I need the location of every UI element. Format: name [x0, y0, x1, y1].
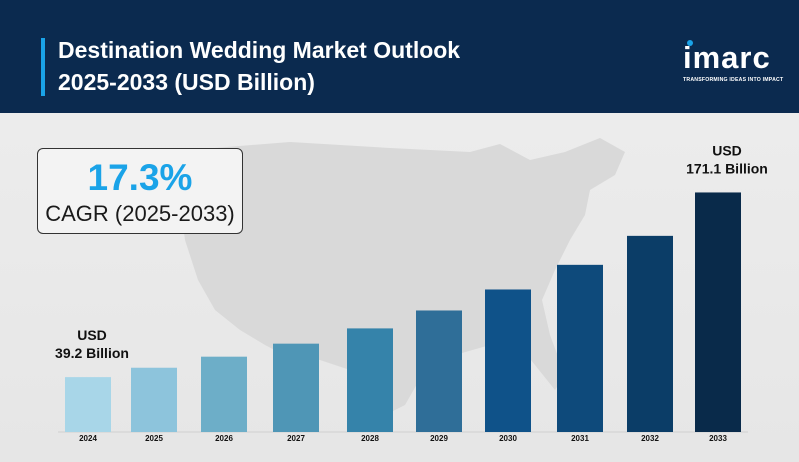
x-tick-label-2031: 2031 [571, 434, 589, 443]
x-tick-label-2030: 2030 [499, 434, 517, 443]
bar-2027 [273, 343, 319, 432]
bar-2025 [131, 367, 177, 432]
annotation-line-2: 39.2 Billion [55, 345, 129, 361]
x-tick-label-2027: 2027 [287, 434, 305, 443]
x-tick-label-2032: 2032 [641, 434, 659, 443]
logo-wordmark: imarc [683, 40, 771, 75]
x-tick-label-2024: 2024 [79, 434, 97, 443]
title-accent-bar [41, 38, 45, 96]
bar-2024 [65, 377, 111, 432]
bar-2026 [201, 356, 247, 432]
logo-tagline: TRANSFORMING IDEAS INTO IMPACT [683, 77, 784, 83]
logo-dot-icon [687, 40, 693, 46]
cagr-label: CAGR (2025-2033) [45, 201, 235, 226]
bar-2030 [485, 289, 531, 432]
x-tick-label-2029: 2029 [430, 434, 448, 443]
x-tick-label-2033: 2033 [709, 434, 727, 443]
annotation-line-1: USD [712, 142, 742, 158]
cagr-callout: 17.3% CAGR (2025-2033) [37, 148, 243, 234]
cagr-value: 17.3% [87, 157, 193, 198]
title-line-2: 2025-2033 (USD Billion) [58, 69, 315, 95]
bar-2032 [627, 235, 673, 432]
x-tick-label-2028: 2028 [361, 434, 379, 443]
annotation-line-2: 171.1 Billion [686, 160, 768, 176]
bar-2029 [416, 310, 462, 432]
bar-2033 [695, 192, 741, 432]
value-annotation-2033: USD 171.1 Billion [686, 142, 768, 176]
x-tick-label-2026: 2026 [215, 434, 233, 443]
imarc-logo: imarc TRANSFORMING IDEAS INTO IMPACT [683, 40, 787, 88]
bar-2028 [347, 328, 393, 432]
x-tick-label-2025: 2025 [145, 434, 163, 443]
title-line-1: Destination Wedding Market Outlook [58, 37, 461, 63]
chart-title: Destination Wedding Market Outlook 2025-… [58, 34, 618, 98]
bar-2031 [557, 264, 603, 432]
value-annotation-2024: USD 39.2 Billion [55, 327, 129, 361]
header-banner: Destination Wedding Market Outlook 2025-… [0, 0, 799, 113]
annotation-line-1: USD [77, 327, 107, 343]
